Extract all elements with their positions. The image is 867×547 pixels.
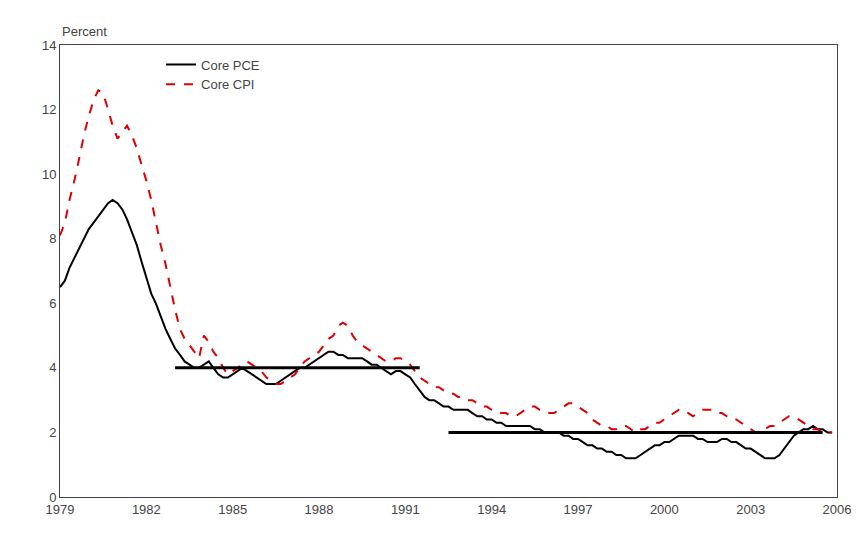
svg-text:10: 10 bbox=[42, 167, 56, 182]
svg-text:2000: 2000 bbox=[650, 502, 679, 517]
svg-text:4: 4 bbox=[49, 360, 56, 375]
svg-text:12: 12 bbox=[42, 102, 56, 117]
svg-text:2003: 2003 bbox=[736, 502, 765, 517]
svg-text:14: 14 bbox=[42, 38, 56, 53]
svg-text:Core CPI: Core CPI bbox=[201, 77, 254, 92]
svg-text:2006: 2006 bbox=[823, 502, 852, 517]
svg-text:8: 8 bbox=[49, 231, 56, 246]
svg-text:1994: 1994 bbox=[477, 502, 506, 517]
svg-text:1979: 1979 bbox=[46, 502, 75, 517]
svg-text:6: 6 bbox=[49, 296, 56, 311]
svg-text:Percent: Percent bbox=[62, 24, 107, 39]
svg-text:Core PCE: Core PCE bbox=[201, 58, 260, 73]
svg-text:1985: 1985 bbox=[218, 502, 247, 517]
svg-text:1991: 1991 bbox=[391, 502, 420, 517]
svg-text:1982: 1982 bbox=[132, 502, 161, 517]
svg-text:1997: 1997 bbox=[564, 502, 593, 517]
svg-text:1988: 1988 bbox=[305, 502, 334, 517]
svg-text:2: 2 bbox=[49, 425, 56, 440]
svg-text:0: 0 bbox=[49, 490, 56, 505]
